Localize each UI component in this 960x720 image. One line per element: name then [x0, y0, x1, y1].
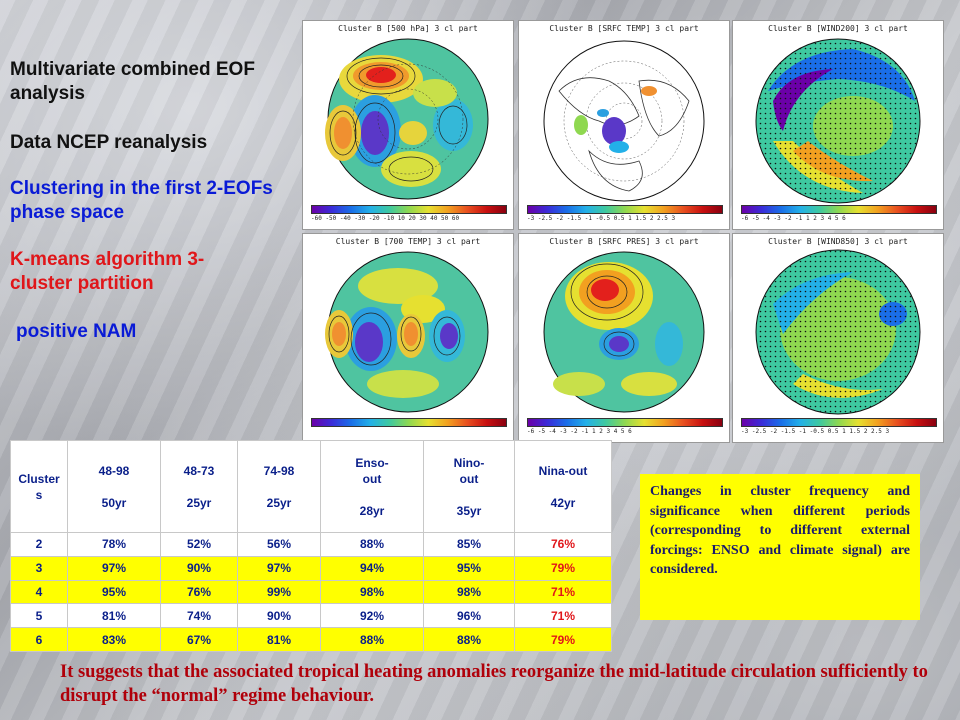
map-title: Cluster B [500 hPa] 3 cl part [338, 24, 478, 33]
cluster-frequency-table: Cluster s 48-98 50yr 48-73 25yr 74-98 25yr E… [10, 440, 612, 652]
table-cell: 76% [514, 532, 612, 557]
heading-data-source: Data NCEP reanalysis [10, 132, 208, 153]
colorbar-ticks: -6 -5 -4 -3 -2 -1 1 2 3 4 5 6 [741, 215, 846, 222]
table-cell: 3 [10, 555, 68, 581]
map-panel-wind850: Cluster B [WIND850] 3 cl part -3 -2.5 -2… [732, 233, 944, 443]
table-row: 5 81% 74% 90% 92% 96% 71% [10, 603, 612, 629]
table-cell: 96% [423, 603, 515, 629]
table-row: 6 83% 67% 81% 88% 88% 79% [10, 627, 612, 652]
table-cell: 88% [423, 627, 515, 652]
table-cell: 94% [320, 555, 424, 581]
map-panel-srfc-temp: Cluster B [SRFC TEMP] 3 cl part -3 -2.5 … [518, 20, 730, 230]
table-cell: 81% [67, 603, 161, 629]
table-cell: 2 [10, 532, 68, 557]
colorbar-ticks: -3 -2.5 -2 -1.5 -1 -0.5 0.5 1 1.5 2 2.5 … [527, 215, 676, 222]
heading-clustering: Clustering in the first 2-EOFs phase spa… [10, 178, 273, 223]
table-cell: 83% [67, 627, 161, 652]
table-cell: 95% [423, 555, 515, 581]
table-row: 3 97% 90% 97% 94% 95% 79% [10, 555, 612, 581]
colorbar [741, 418, 937, 427]
colorbar-ticks: -60 -50 -40 -30 -20 -10 10 20 30 40 50 6… [311, 215, 460, 222]
map-panel-500hpa: Cluster B [500 hPa] 3 cl part -60 -50 -4… [302, 20, 514, 230]
table-cell: 98% [423, 579, 515, 605]
table-row: 4 95% 76% 99% 98% 98% 71% [10, 579, 612, 605]
table-cell: 79% [514, 627, 612, 652]
table-cell: 6 [10, 627, 68, 652]
table-cell: 85% [423, 532, 515, 557]
colorbar [311, 205, 507, 214]
map-title: Cluster B [SRFC TEMP] 3 cl part [549, 24, 699, 33]
colorbar [311, 418, 507, 427]
polar-map-500hpa [325, 38, 489, 200]
polar-map-wind200 [755, 38, 921, 204]
colorbar [527, 418, 723, 427]
map-title: Cluster B [SRFC PRES] 3 cl part [549, 237, 699, 246]
polar-map-700-temp [325, 251, 489, 413]
table-cell: 5 [10, 603, 68, 629]
conclusion-text: It suggests that the associated tropical… [60, 662, 928, 706]
note-box: Changes in cluster frequency and signifi… [640, 474, 920, 620]
table-cell: 92% [320, 603, 424, 629]
colorbar [741, 205, 937, 214]
heading-kmeans: K-means algorithm 3-cluster partition [10, 249, 205, 294]
table-cell: 79% [514, 555, 612, 581]
col-header-74-98: 74-98 25yr [237, 440, 321, 533]
map-title: Cluster B [WIND850] 3 cl part [768, 237, 908, 246]
table-cell: 90% [237, 603, 321, 629]
table-row: 2 78% 52% 56% 88% 85% 76% [10, 532, 612, 557]
table-cell: 97% [67, 555, 161, 581]
colorbar-ticks: -3 -2.5 -2 -1.5 -1 -0.5 0.5 1 1.5 2 2.5 … [741, 428, 890, 435]
colorbar [527, 205, 723, 214]
heading-positive-nam: positive NAM [16, 321, 137, 342]
colorbar-ticks: -6 -5 -4 -3 -2 -1 1 2 3 4 5 6 [527, 428, 632, 435]
col-header-48-98: 48-98 50yr [67, 440, 161, 533]
table-cell: 78% [67, 532, 161, 557]
table-cell: 71% [514, 579, 612, 605]
table-cell: 52% [160, 532, 238, 557]
polar-map-srfc-temp [543, 40, 705, 202]
table-cell: 95% [67, 579, 161, 605]
map-panel-wind200: Cluster B [WIND200] 3 cl part -6 -5 -4 -… [732, 20, 944, 230]
table-cell: 90% [160, 555, 238, 581]
table-cell: 98% [320, 579, 424, 605]
table-cell: 99% [237, 579, 321, 605]
col-header-nino-out: Nino-out 35yr [423, 440, 515, 533]
table-cell: 74% [160, 603, 238, 629]
map-panel-700-temp: Cluster B [700 TEMP] 3 cl part [302, 233, 514, 443]
col-header-clusters: Cluster s [10, 440, 68, 533]
col-header-enso-out: Enso-out 28yr [320, 440, 424, 533]
table-cell: 56% [237, 532, 321, 557]
table-cell: 67% [160, 627, 238, 652]
col-header-48-73: 48-73 25yr [160, 440, 238, 533]
table-cell: 97% [237, 555, 321, 581]
polar-map-srfc-pres [543, 251, 705, 413]
table-cell: 71% [514, 603, 612, 629]
table-header-row: Cluster s 48-98 50yr 48-73 25yr 74-98 25yr E… [10, 440, 612, 533]
table-cell: 4 [10, 579, 68, 605]
map-title: Cluster B [WIND200] 3 cl part [768, 24, 908, 33]
polar-map-wind850 [755, 249, 921, 415]
table-cell: 81% [237, 627, 321, 652]
map-title: Cluster B [700 TEMP] 3 cl part [335, 237, 481, 246]
heading-eof-analysis: Multivariate combined EOF analysis [10, 59, 255, 104]
table-cell: 76% [160, 579, 238, 605]
col-header-nina-out: Nina-out 42yr [514, 440, 612, 533]
table-cell: 88% [320, 627, 424, 652]
map-panel-srfc-pres: Cluster B [SRFC PRES] 3 cl part -6 -5 -4… [518, 233, 730, 443]
table-cell: 88% [320, 532, 424, 557]
